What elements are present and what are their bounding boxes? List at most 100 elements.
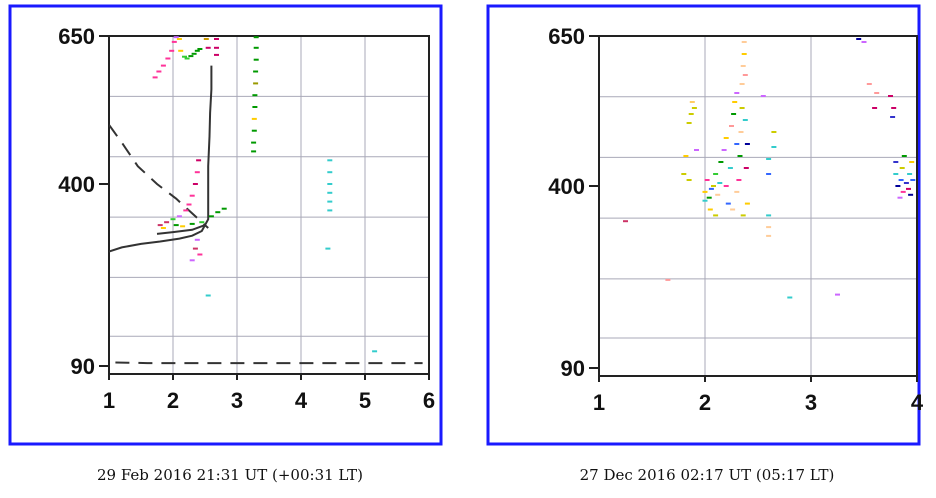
data-point [691, 107, 697, 109]
data-point [766, 226, 772, 229]
data-point [160, 227, 166, 229]
data-point [197, 253, 203, 256]
data-point [766, 158, 772, 160]
data-point [203, 38, 209, 40]
x-tick-label: 1 [593, 390, 605, 415]
data-point [893, 173, 899, 175]
data-point [723, 137, 729, 139]
curve [156, 224, 206, 235]
data-point [327, 209, 333, 212]
data-point [708, 187, 714, 190]
data-point [906, 187, 911, 190]
chart-right-caption: 27 Dec 2016 02:17 UT (05:17 LT) [579, 466, 835, 484]
x-tick-label: 2 [699, 390, 711, 415]
data-point [183, 209, 189, 212]
plot-content [623, 38, 916, 299]
data-point [165, 57, 171, 60]
data-point [872, 107, 878, 109]
y-tick-label: 650 [58, 24, 95, 49]
data-point [196, 159, 202, 162]
data-point [731, 113, 737, 115]
data-point [743, 167, 749, 169]
data-point [191, 52, 197, 55]
data-point [734, 92, 740, 94]
data-point [909, 161, 915, 163]
data-point [252, 94, 258, 97]
data-point [891, 107, 897, 109]
y-tick-label: 90 [561, 356, 585, 381]
data-point [173, 36, 179, 39]
data-point [741, 53, 747, 55]
data-point [704, 179, 710, 181]
data-point [205, 294, 211, 297]
data-point [835, 293, 840, 296]
data-point [730, 208, 736, 211]
data-point [197, 48, 203, 50]
data-point [170, 218, 176, 221]
curve [115, 361, 423, 365]
data-point [893, 161, 899, 163]
data-point [723, 185, 729, 187]
data-point [176, 38, 182, 40]
data-point [178, 49, 184, 52]
x-tick-label: 3 [231, 388, 243, 413]
data-point [327, 191, 333, 194]
data-point [164, 221, 170, 224]
x-tick-label: 1 [103, 388, 115, 413]
chart-frame [8, 4, 443, 446]
data-point [189, 194, 195, 197]
data-point [686, 179, 692, 181]
data-point [189, 222, 195, 225]
data-point [737, 155, 743, 157]
data-point [251, 117, 257, 120]
data-point [188, 55, 194, 58]
data-point [252, 106, 258, 108]
data-point [214, 38, 219, 40]
data-point [372, 350, 378, 353]
data-point [856, 38, 862, 40]
data-point [689, 101, 695, 103]
data-point [683, 155, 689, 157]
y-tick-label: 400 [548, 174, 585, 199]
data-point [152, 76, 158, 79]
data-point [194, 238, 200, 241]
data-point [192, 247, 198, 250]
data-point [157, 224, 163, 227]
data-point [738, 131, 744, 133]
data-point [194, 49, 200, 52]
data-point [713, 173, 719, 175]
data-point [897, 196, 903, 199]
data-point [711, 185, 716, 187]
data-point [176, 215, 182, 218]
data-point [760, 95, 766, 97]
data-point [325, 247, 331, 250]
grid [109, 36, 429, 374]
data-point [766, 214, 772, 217]
data-point [742, 74, 748, 76]
data-point [787, 296, 793, 299]
data-point [888, 95, 893, 97]
chart-panel-right: 1 2 3 4 650 400 90 27 Dec 2016 02:17 UT (05:17… [478, 0, 936, 498]
data-point [721, 149, 727, 151]
data-point [253, 82, 259, 85]
data-point [208, 215, 214, 218]
data-point [903, 182, 909, 184]
x-tick-label: 6 [423, 388, 435, 413]
data-point [160, 64, 166, 67]
curve [109, 124, 209, 229]
data-point [742, 119, 748, 121]
data-point [900, 190, 906, 193]
chart-right-svg: 1 2 3 4 650 400 90 [486, 4, 924, 446]
data-point [251, 129, 257, 132]
data-point [740, 65, 746, 67]
data-point [908, 193, 914, 196]
plot-area [108, 35, 430, 375]
data-point [866, 83, 872, 85]
data-point [215, 211, 221, 214]
data-point [186, 203, 192, 206]
data-point [771, 131, 777, 133]
x-tick-label: 2 [167, 388, 179, 413]
data-point [899, 167, 905, 169]
data-point [895, 185, 901, 187]
data-point [192, 183, 198, 185]
